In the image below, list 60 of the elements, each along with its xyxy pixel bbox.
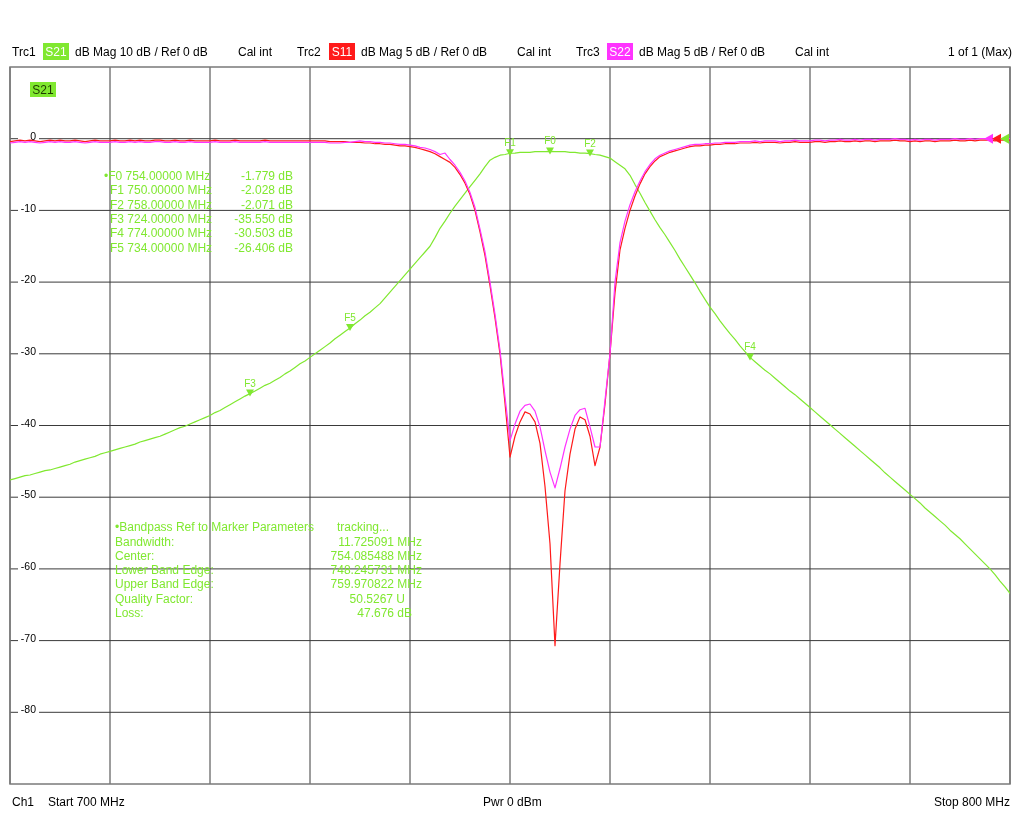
text: S21 [45, 45, 67, 59]
text: Ch1 [12, 795, 35, 809]
text: Stop 800 MHz [933, 795, 1010, 809]
text: Cal int [238, 45, 273, 59]
annotation: 759.970822 MHz [330, 577, 422, 592]
text: Start 700 MHz [48, 795, 125, 809]
y-tick-label: 0 [30, 129, 37, 142]
y-tick-label: -70 [20, 631, 37, 644]
data-label: F2 [584, 137, 597, 149]
text: Pwr 0 dBm [483, 795, 542, 809]
y-tick-label: -40 [20, 416, 37, 429]
annotation: F1 750.00000 MHz [110, 183, 213, 198]
y-tick-label: -10 [20, 201, 37, 214]
annotation: •F0 754.00000 MHz [104, 169, 211, 183]
annotation: Upper Band Edge: [115, 577, 214, 592]
y-tick-label: -30 [20, 344, 37, 357]
text: Trc3 [576, 45, 600, 59]
annotation: -35.550 dB [234, 211, 293, 226]
annotation: F4 774.00000 MHz [110, 226, 213, 241]
point [546, 147, 554, 155]
text: S11 [331, 45, 353, 59]
annotation: -30.503 dB [234, 226, 293, 241]
annotation: Bandwidth: [115, 534, 175, 549]
text: Cal int [517, 45, 552, 59]
data-label: F1 [504, 137, 517, 149]
annotation: 47.676 dB [357, 606, 412, 620]
text: dB Mag 5 dB / Ref 0 dB [639, 45, 766, 59]
text: 1 of 1 (Max) [947, 45, 1012, 59]
text: S21 [32, 82, 54, 97]
data-label: F5 [344, 312, 357, 324]
point [346, 324, 354, 332]
annotation: F5 734.00000 MHz [110, 240, 213, 255]
data-label: F3 [244, 377, 257, 389]
annotation: 754.085488 MHz [330, 548, 422, 563]
annotation: 11.725091 MHz [338, 534, 422, 549]
text: Cal int [795, 45, 830, 59]
text: Trc2 [297, 45, 321, 59]
y-tick-label: -60 [20, 560, 37, 573]
annotation: •Bandpass Ref to Marker Parameters [115, 520, 314, 534]
annotation: F2 758.00000 MHz [110, 197, 213, 212]
y-tick-label: -80 [20, 703, 37, 716]
annotation: -2.071 dB [240, 197, 293, 212]
annotation: Center: [115, 548, 155, 563]
point [746, 353, 754, 361]
annotation: F3 724.00000 MHz [110, 211, 213, 226]
text: Trc1 [12, 45, 36, 59]
annotation: -2.028 dB [240, 183, 293, 198]
annotation: Loss: [115, 606, 144, 620]
annotation: -1.779 dB [240, 169, 293, 183]
annotation: 50.5267 U [349, 591, 405, 606]
annotation: Quality Factor: [115, 591, 194, 606]
text: dB Mag 5 dB / Ref 0 dB [361, 45, 488, 59]
text: dB Mag 10 dB / Ref 0 dB [75, 45, 208, 59]
annotation: tracking... [337, 520, 390, 534]
point [506, 149, 514, 157]
annotation: -26.406 dB [234, 240, 293, 255]
y-tick-label: -20 [20, 273, 37, 286]
y-tick-label: -50 [20, 488, 37, 501]
data-label: F4 [744, 341, 757, 353]
text: S22 [609, 45, 631, 59]
